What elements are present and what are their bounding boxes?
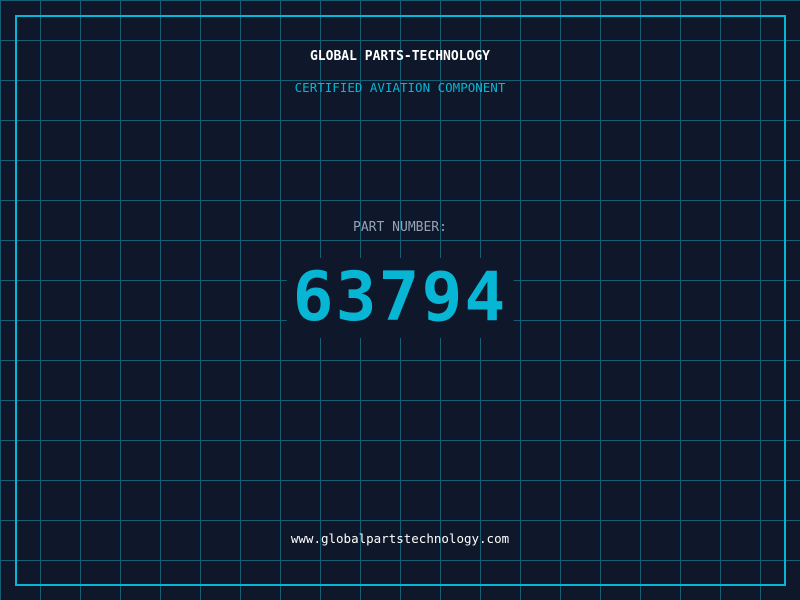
- part-number-label: PART NUMBER:: [353, 220, 447, 235]
- border-frame: [15, 15, 786, 586]
- company-title: GLOBAL PARTS-TECHNOLOGY: [309, 49, 490, 64]
- subtitle: CERTIFIED AVIATION COMPONENT: [294, 80, 506, 95]
- website-url: www.globalpartstechnology.com: [290, 531, 510, 546]
- part-number: 63794: [286, 258, 514, 338]
